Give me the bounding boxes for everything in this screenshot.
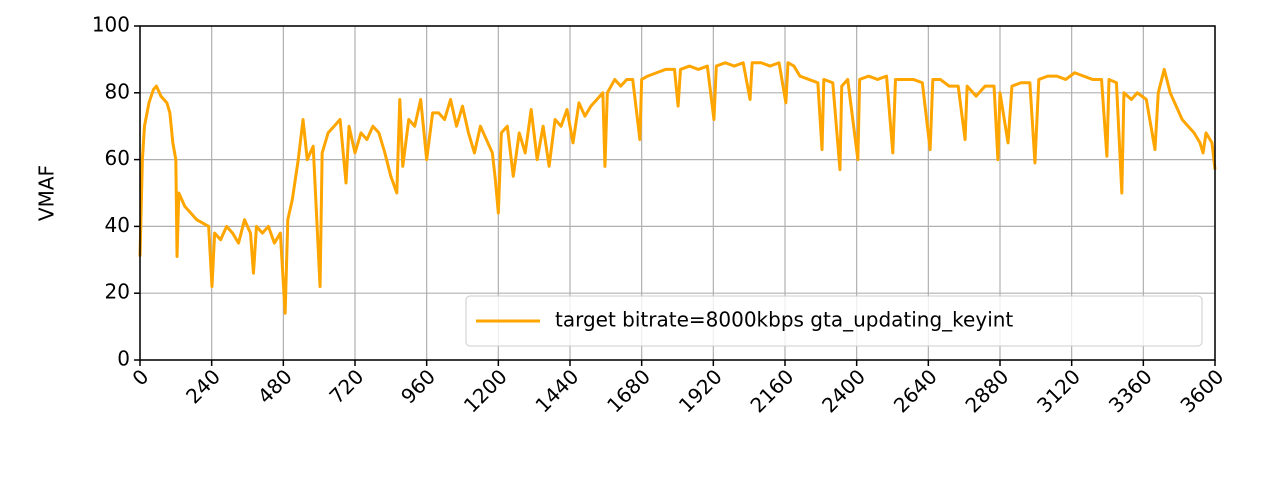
x-tick-label: 480 — [253, 364, 297, 408]
data-line — [138, 61, 1217, 315]
x-tick-label: 3600 — [1175, 364, 1228, 417]
y-tick-label: 80 — [105, 79, 130, 103]
x-tick-label: 960 — [396, 364, 440, 408]
legend-box — [465, 295, 1203, 347]
y-tick-label: 20 — [105, 280, 130, 304]
x-tick-label: 2400 — [817, 364, 870, 417]
plot-frame — [139, 25, 1216, 361]
x-tick-label: 2880 — [960, 364, 1013, 417]
x-tick-label: 1440 — [530, 364, 583, 417]
y-tick-label: 40 — [105, 213, 130, 237]
x-tick-label: 2640 — [889, 364, 942, 417]
x-tick-label: 1920 — [674, 364, 727, 417]
x-tick-label: 1200 — [459, 364, 512, 417]
x-tick-label: 3120 — [1032, 364, 1085, 417]
x-tick-label: 0 — [127, 364, 153, 390]
x-tick-label: 720 — [324, 364, 368, 408]
x-tick-label: 3360 — [1104, 364, 1157, 417]
x-tick-label: 2160 — [745, 364, 798, 417]
y-tick-label: 0 — [117, 347, 130, 371]
x-tick-label: 240 — [181, 364, 225, 408]
y-tick-label: 60 — [105, 146, 130, 170]
legend: target bitrate=8000kbps gta_updating_key… — [465, 295, 1203, 347]
legend-label: target bitrate=8000kbps gta_updating_key… — [555, 308, 1013, 332]
y-tick-label: 100 — [92, 13, 130, 37]
x-tick-label: 1680 — [602, 364, 655, 417]
y-axis-label: VMAF — [35, 165, 59, 221]
